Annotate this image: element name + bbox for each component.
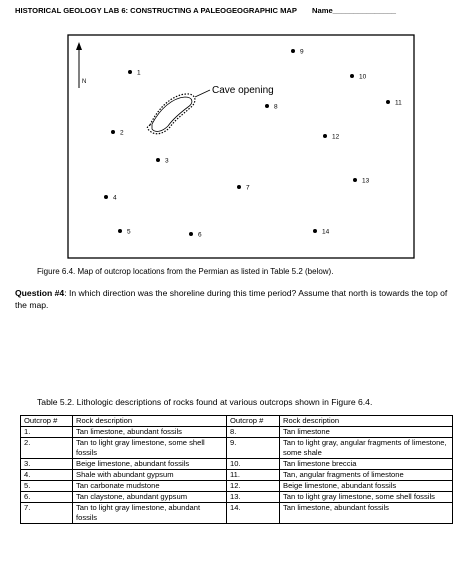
table-cell: 1. xyxy=(20,426,73,438)
table-caption: Table 5.2. Lithologic descriptions of ro… xyxy=(37,397,373,407)
north-label: N xyxy=(82,79,86,85)
outcrop-label: 12 xyxy=(332,134,340,141)
outcrop-dot xyxy=(237,185,241,189)
table-row: 5. Tan carbonate mudstone 12. Beige limesto… xyxy=(20,480,453,492)
title: HISTORICAL GEOLOGY LAB 6: CONSTRUCTING A… xyxy=(15,6,297,15)
outcrop-label: 13 xyxy=(362,178,370,185)
table-cell: Tan claystone, abundant gypsum xyxy=(72,491,227,503)
table-cell: Tan limestone xyxy=(279,426,453,438)
table-cell: Rock description xyxy=(279,415,453,427)
outcrop-label: 10 xyxy=(359,74,367,81)
table-cell: 5. xyxy=(20,480,73,492)
table-row: 7. Tan to light gray limestone, abundant … xyxy=(20,502,453,524)
outcrop-label: 4 xyxy=(113,195,117,202)
table-cell: 4. xyxy=(20,469,73,481)
name-field: Name_______________ xyxy=(312,6,397,15)
table-cell: 3. xyxy=(20,458,73,470)
outcrop-label: 11 xyxy=(395,100,402,107)
table-cell: Outcrop # xyxy=(20,415,73,427)
outcrop-dot xyxy=(118,229,122,233)
table-cell: 7. xyxy=(20,502,73,524)
outcrop-label: 2 xyxy=(120,130,124,137)
table-row: 6. Tan claystone, abundant gypsum 13. Tan t… xyxy=(20,491,453,503)
table-cell: 6. xyxy=(20,491,73,503)
outcrop-label: 7 xyxy=(246,185,250,192)
map-border xyxy=(67,34,415,259)
north-arrowhead xyxy=(76,42,82,50)
outcrop-label: 5 xyxy=(127,229,131,236)
table-cell: Tan to light gray limestone, some shell … xyxy=(279,491,453,503)
outcrop-dot xyxy=(189,232,193,236)
outcrop-dot xyxy=(313,229,317,233)
outcrop-label: 8 xyxy=(274,104,278,111)
table-cell: Shale with abundant gypsum xyxy=(72,469,227,481)
outcrop-dot xyxy=(386,100,390,104)
table-cell: 9. xyxy=(226,437,280,459)
outcrop-dot xyxy=(265,104,269,108)
table-cell: Tan limestone breccia xyxy=(279,458,453,470)
table-cell: Beige limestone, abundant fossils xyxy=(72,458,227,470)
cave-outline xyxy=(146,93,196,135)
table: Outcrop # Rock description Outcrop # Rock d… xyxy=(20,415,453,524)
table-cell: Tan limestone, abundant fossils xyxy=(279,502,453,524)
question-label: Question #4 xyxy=(15,288,65,298)
outcrop-label: 6 xyxy=(198,232,202,239)
outcrop-dot xyxy=(156,158,160,162)
table-cell: Rock description xyxy=(72,415,227,427)
table-cell: 11. xyxy=(226,469,280,481)
question-text: : In which direction was the shoreline d… xyxy=(15,288,448,310)
cave-pointer xyxy=(194,89,211,98)
question: Question #4: In which direction was the … xyxy=(15,287,455,311)
outcrop-dot xyxy=(128,70,132,74)
outcrop-dot xyxy=(350,74,354,78)
table-cell: 13. xyxy=(226,491,280,503)
table-row: 2. Tan to light gray limestone, some shel… xyxy=(20,437,453,459)
table-header: Outcrop # Rock description Outcrop # Rock d… xyxy=(20,415,453,427)
table-row: 4. Shale with abundant gypsum 11. Tan, angu… xyxy=(20,469,453,481)
table-cell: 10. xyxy=(226,458,280,470)
table-cell: Tan to light gray limestone, some shell … xyxy=(72,437,227,459)
table-cell: Beige limestone, abundant fossils xyxy=(279,480,453,492)
table-row: 1. Tan limestone, abundant fossils 8. Tan l… xyxy=(20,426,453,438)
table-cell: Tan carbonate mudstone xyxy=(72,480,227,492)
outcrop-dot xyxy=(104,195,108,199)
outcrop-label: 1 xyxy=(137,70,141,77)
table-row: 3. Beige limestone, abundant fossils 10. Ta… xyxy=(20,458,453,470)
table-cell: Tan limestone, abundant fossils xyxy=(72,426,227,438)
outcrop-dot xyxy=(111,130,115,134)
table-cell: Outcrop # xyxy=(226,415,280,427)
figure-caption: Figure 6.4. Map of outcrop locations fro… xyxy=(37,267,334,276)
table-cell: 8. xyxy=(226,426,280,438)
outcrop-label: 9 xyxy=(300,49,304,56)
table-cell: 12. xyxy=(226,480,280,492)
table-cell: Tan to light gray, angular fragments of … xyxy=(279,437,453,459)
table-cell: 2. xyxy=(20,437,73,459)
outcrop-label: 14 xyxy=(322,229,330,236)
outcrop-label: 3 xyxy=(165,158,169,165)
outcrop-dot xyxy=(291,49,295,53)
table-cell: Tan to light gray limestone, abundant fo… xyxy=(72,502,227,524)
outcrop-dot xyxy=(323,134,327,138)
cave-label: Cave opening xyxy=(212,85,274,96)
table-cell: Tan, angular fragments of limestone xyxy=(279,469,453,481)
outcrop-dot xyxy=(353,178,357,182)
table-cell: 14. xyxy=(226,502,280,524)
cave-inner xyxy=(151,96,193,132)
